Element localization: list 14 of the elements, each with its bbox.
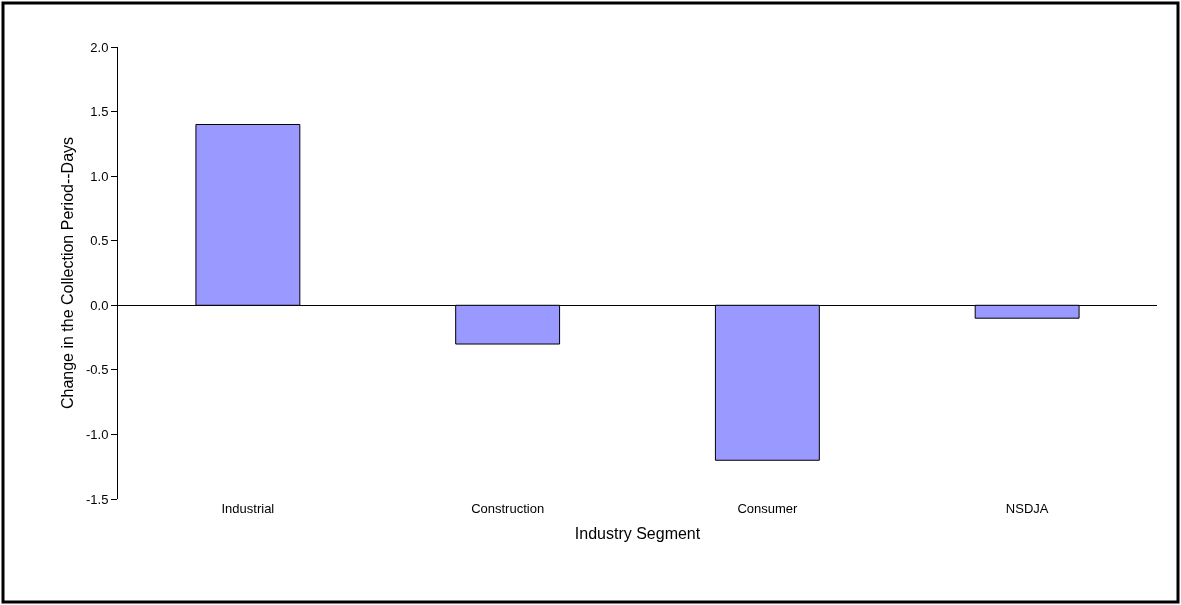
- y-tick-label: 1.5: [90, 104, 109, 120]
- x-tick-label: Consumer: [737, 501, 799, 516]
- y-axis-title: Change in the Collection Period--Days: [58, 136, 76, 410]
- x-axis-title: Industry Segment: [574, 524, 701, 542]
- y-tick-label: 1.0: [90, 168, 109, 184]
- y-tick-label: 0.5: [90, 233, 109, 249]
- y-tick-label: 0.0: [90, 297, 109, 313]
- y-tick-label: -0.5: [85, 362, 109, 378]
- x-tick-label: Construction: [471, 501, 545, 516]
- x-tick-label: Industrial: [221, 501, 275, 516]
- y-tick-label: -1.0: [85, 426, 109, 442]
- y-tick-label: 2.0: [90, 39, 109, 55]
- y-tick-label: -1.5: [85, 491, 109, 507]
- x-tick-label: NSDJA: [1005, 501, 1049, 516]
